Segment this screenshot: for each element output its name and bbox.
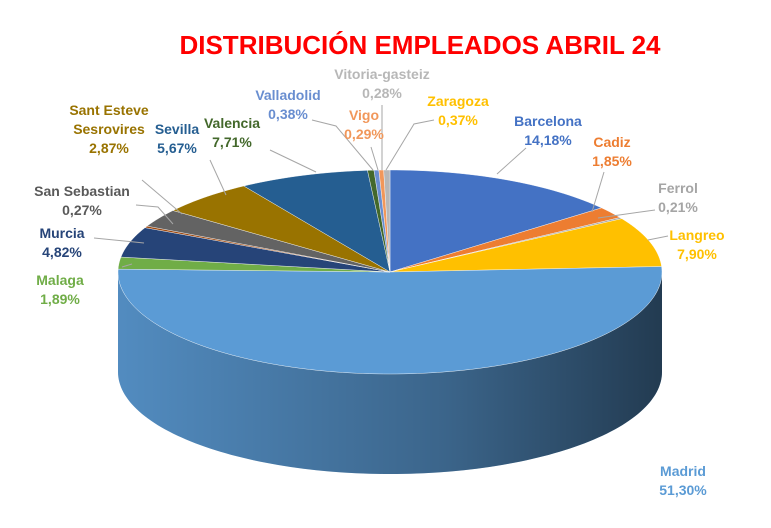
leader-line-sant-esteve-sesrovires [141,179,183,215]
slice-name-label-vitoria-gasteiz: Vitoria-gasteiz [334,66,429,82]
slice-cadiz [389,207,621,273]
leader-line-valencia [269,149,317,173]
slice-name-label-san-sebastian: San Sebastian [34,183,130,199]
slice-langreo [389,218,662,273]
slice-name-label-zaragoza: Zaragoza [427,93,489,109]
leader-line-cadiz [591,171,605,213]
slice-name-label-murcia: Murcia [39,225,84,241]
slice-zaragoza [383,169,391,273]
leader-line-sevilla [209,159,227,196]
slice-value-label-cadiz: 1,85% [592,153,632,169]
slice-value-label-ferrol: 0,21% [658,199,698,215]
slice-valencia [243,170,391,273]
slice-value-label-vitoria-gasteiz: 0,28% [362,85,402,101]
slice-value-label-sevilla: 5,67% [157,140,197,156]
slice-value-label-valladolid: 0,38% [268,106,308,122]
slice-value-label-langreo: 7,90% [677,246,717,262]
slice-barcelona [389,169,603,273]
slice-name-label-sant-esteve-sesrovires: Sant Esteve [69,102,149,118]
slice-value-label-malaga: 1,89% [40,291,80,307]
slice-name-label-madrid: Madrid [660,463,706,479]
slice-name-label-sevilla: Sevilla [155,121,200,137]
slice-name-label-malaga: Malaga [36,272,84,288]
slice-value-label-murcia: 4,82% [42,244,82,260]
leader-line-langreo [647,235,669,241]
leader-line-murcia [93,237,145,244]
slice-sant-esteve-sesrovires [146,210,391,273]
slice-value-label-san-sebastian: 0,27% [62,202,102,218]
pie-tops [117,169,663,375]
leader-line-vigo [370,146,379,171]
slice-name-label-ferrol: Ferrol [658,180,698,196]
leader-line-zaragoza [385,119,435,171]
slice-value-label-barcelona: 14,18% [524,132,572,148]
chart-title: DISTRIBUCIÓN EMPLEADOS ABRIL 24 [179,30,661,60]
leader-lines [93,105,669,268]
slice-labels: Barcelona 14,18% Cadiz 1,85% Ferrol 0,21% Lang… [34,66,724,498]
leader-line-san-sebastian [135,204,174,225]
slice-name-label-langreo: Langreo [669,227,724,243]
slice-name-label-vigo: Vigo [349,107,379,123]
slice-sevilla [172,185,391,273]
slice-value-label-vigo: 0,29% [344,126,384,142]
slice-value-label-sant-esteve-sesrovires: 2,87% [89,140,129,156]
leader-line-ferrol [597,209,656,219]
slice-name-label-valladolid: Valladolid [255,87,320,103]
slice-name-label-barcelona: Barcelona [514,113,582,129]
pie-sides [118,272,662,474]
slice-madrid [117,266,663,375]
leader-line-valladolid [311,119,374,171]
slice-value-label-madrid: 51,30% [659,482,707,498]
leader-line-barcelona [496,147,527,175]
slice-name-label-valencia: Valencia [204,115,260,131]
slice-side-shade-madrid [118,272,662,474]
leader-line-malaga [121,263,133,268]
slice-name-label-cadiz: Cadiz [593,134,630,150]
slice-value-label-zaragoza: 0,37% [438,112,478,128]
slice-value-label-valencia: 7,71% [212,134,252,150]
slice-name-label-sant-esteve-sesrovires: Sesrovires [73,121,145,137]
